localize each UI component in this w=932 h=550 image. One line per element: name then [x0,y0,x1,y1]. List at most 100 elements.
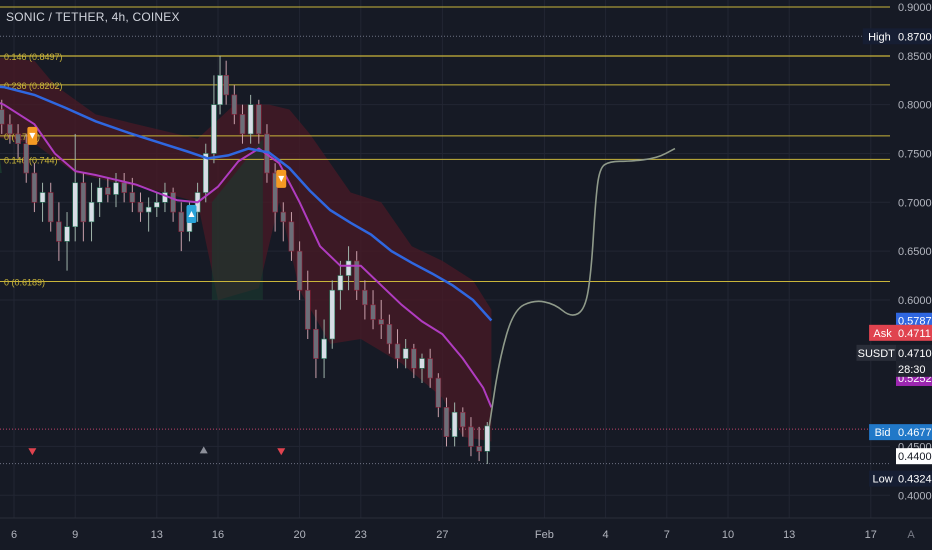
candle-body [329,289,336,340]
x-tick-label: Feb [535,529,554,541]
x-tick-label: 10 [722,529,734,541]
candle-body [296,250,303,291]
candle [170,187,176,222]
price-tag-label-bg [869,424,896,441]
candle-body [353,260,360,291]
candle [105,177,111,203]
price-tag-label-bg [869,324,896,341]
candle-body [362,289,368,306]
y-tick-label: 0.8500 [898,51,932,63]
candle [468,417,474,457]
candle [345,246,352,291]
price-tag-bg [896,28,932,45]
candle [145,197,152,232]
candle [31,163,38,213]
x-tick-label: 13 [151,529,163,541]
candle [443,397,450,447]
candle [137,192,144,222]
candle-body [154,202,160,208]
arrow-up-icon [199,446,208,454]
candle [211,75,217,164]
candle-body [223,75,229,96]
price-axis: 0.9000 0.8500 0.8000 0.7500 0.7000 0.6500 0.60… [856,0,932,550]
ema-slow-line [0,85,493,322]
price-tag: 0.4400 [896,448,932,465]
candle [304,270,311,340]
price-tag-bg [896,470,932,487]
arrow-down-icon [28,448,37,456]
candle [451,402,458,447]
candle [255,99,262,144]
candle-body [72,182,78,228]
candle-body [288,221,295,252]
candle-body [7,123,13,135]
candle-body [23,143,30,174]
price-tag-bg [896,324,932,341]
auto-scale-button[interactable]: A [907,529,915,541]
candle [362,280,368,320]
candle-body [304,289,311,330]
price-tag: SUSDT 0.4710 [856,344,932,361]
candle [435,373,442,418]
chart-title: SONIC / TETHER, 4h, COINEX [6,10,180,24]
price-tag: Ask 0.4711 [869,324,932,341]
candle-body [88,202,95,223]
price-tag-value: 0.5787 [898,316,932,328]
price-tag-bg [896,312,932,329]
candle [313,309,319,379]
x-tick-label: 17 [865,529,877,541]
candle [56,202,62,261]
x-tick-label: 13 [783,529,795,541]
y-tick-label: 0.9000 [898,2,932,14]
price-tag: 28:30 [896,360,932,377]
price-tag-value: 0.4324 [898,474,932,486]
candle [72,133,78,242]
candle-body [427,358,433,379]
ema-fast-line [0,102,493,408]
candle [0,99,5,134]
candle-body [31,172,38,203]
y-tick-label: 0.8000 [898,100,932,112]
price-tag-value: 0.4400 [898,451,932,463]
candle [288,212,295,261]
candle [113,173,119,208]
candle [231,85,238,125]
candle-body [419,358,425,369]
level-label: 0.146 (0.744) [4,155,58,165]
candle-body [435,377,442,408]
price-tag-label: Bid [875,427,891,439]
candle [329,280,336,349]
price-tag-value: 0.4677 [898,427,932,439]
candle-body [411,348,417,369]
x-tick-label: 9 [72,529,78,541]
candle-body [451,411,458,437]
price-tag-label: Ask [873,328,892,340]
candle-body [272,172,278,213]
candle-body [386,324,393,345]
price-tag-bg [896,344,932,361]
candle-body [255,104,262,135]
arrow-down-icon [277,448,286,456]
candle [239,104,246,144]
x-tick-label: 4 [603,529,609,541]
candle [402,339,409,369]
candle [378,299,385,340]
y-tick-label: 0.6000 [898,295,932,307]
level-label: 0 (0.768) [4,132,40,142]
candle-body [402,348,409,359]
candle-body [64,226,70,242]
candle-body [178,211,185,232]
candle-body [313,328,319,359]
candle-body [337,275,344,291]
axis-background [890,0,932,550]
x-tick-label: 23 [355,529,367,541]
price-tag: 0.5787 [896,312,932,329]
price-tag-value: 0.4711 [898,328,931,340]
candle [296,241,303,300]
y-tick-label: 0.7000 [898,197,932,209]
candle [427,348,433,388]
level-label: 0.236 (0.8202) [4,81,63,91]
fib-levels: 0.146 (0.8497) 0.236 (0.8202) 0 (0.768) 0.1… [0,6,890,287]
